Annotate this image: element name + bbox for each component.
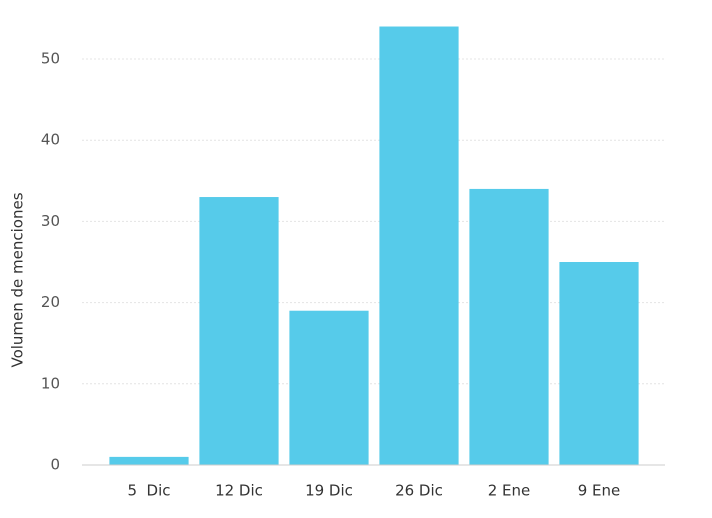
x-tick-label: 5 Dic	[127, 482, 170, 500]
bar	[199, 197, 279, 466]
x-tick-label: 26 Dic	[395, 482, 443, 500]
x-tick-label: 12 Dic	[215, 482, 263, 500]
x-tick-label: 2 Ene	[488, 482, 531, 500]
bar	[379, 26, 459, 466]
y-tick-label: 20	[41, 293, 60, 311]
y-tick-label: 30	[41, 212, 60, 230]
y-axis-label: Volumen de menciones	[9, 192, 27, 367]
y-tick-label: 40	[41, 131, 60, 149]
x-tick-label: 19 Dic	[305, 482, 353, 500]
x-tick-label: 9 Ene	[578, 482, 621, 500]
bar	[469, 188, 549, 466]
y-tick-label: 0	[50, 456, 60, 474]
y-tick-label: 50	[41, 50, 60, 68]
y-tick-label: 10	[41, 374, 60, 392]
bar	[289, 310, 369, 465]
bar	[109, 456, 189, 465]
bar	[559, 262, 639, 465]
